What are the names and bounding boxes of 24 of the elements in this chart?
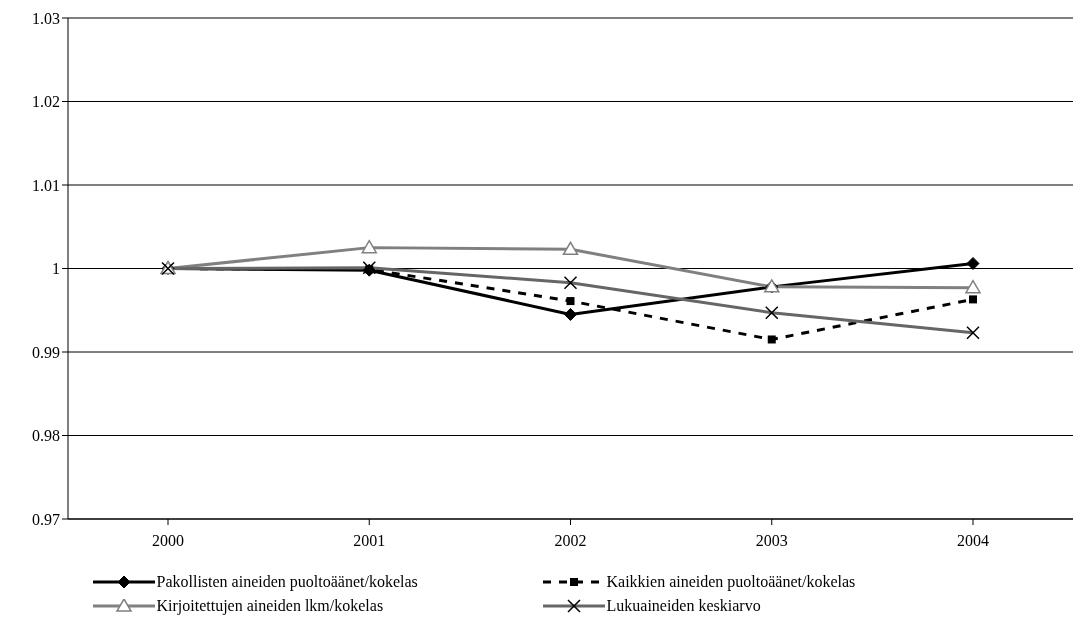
legend-label: Kaikkien aineiden puoltoäänet/kokelas (606, 573, 856, 591)
y-tick-label: 1.01 (32, 176, 60, 194)
point (564, 307, 577, 321)
legend-label: Kirjoitettujen aineiden lkm/kokelas (156, 597, 384, 615)
point (966, 256, 980, 270)
point (965, 279, 981, 294)
point (969, 295, 977, 304)
y-tick-label: 0.99 (32, 343, 60, 361)
x-tick-label: 2000 (152, 532, 184, 550)
legend-label: Lukuaineiden keskiarvo (606, 597, 761, 615)
x-tick-label: 2004 (957, 532, 989, 550)
x-tick-label: 2003 (755, 532, 788, 550)
y-tick-label: 0.97 (32, 510, 60, 528)
point (767, 335, 776, 344)
y-tick-label: 1.03 (32, 9, 60, 27)
legend-label: Pakollisten aineiden puoltoäänet/kokelas (156, 573, 418, 591)
y-tick-label: 1.02 (32, 93, 60, 111)
x-tick-label: 2001 (353, 532, 386, 550)
point (566, 297, 575, 306)
point (361, 239, 377, 254)
x-tick-label: 2002 (554, 532, 587, 550)
y-tick-label: 0.98 (32, 427, 60, 445)
y-tick-label: 1 (52, 260, 60, 278)
point (562, 241, 579, 256)
